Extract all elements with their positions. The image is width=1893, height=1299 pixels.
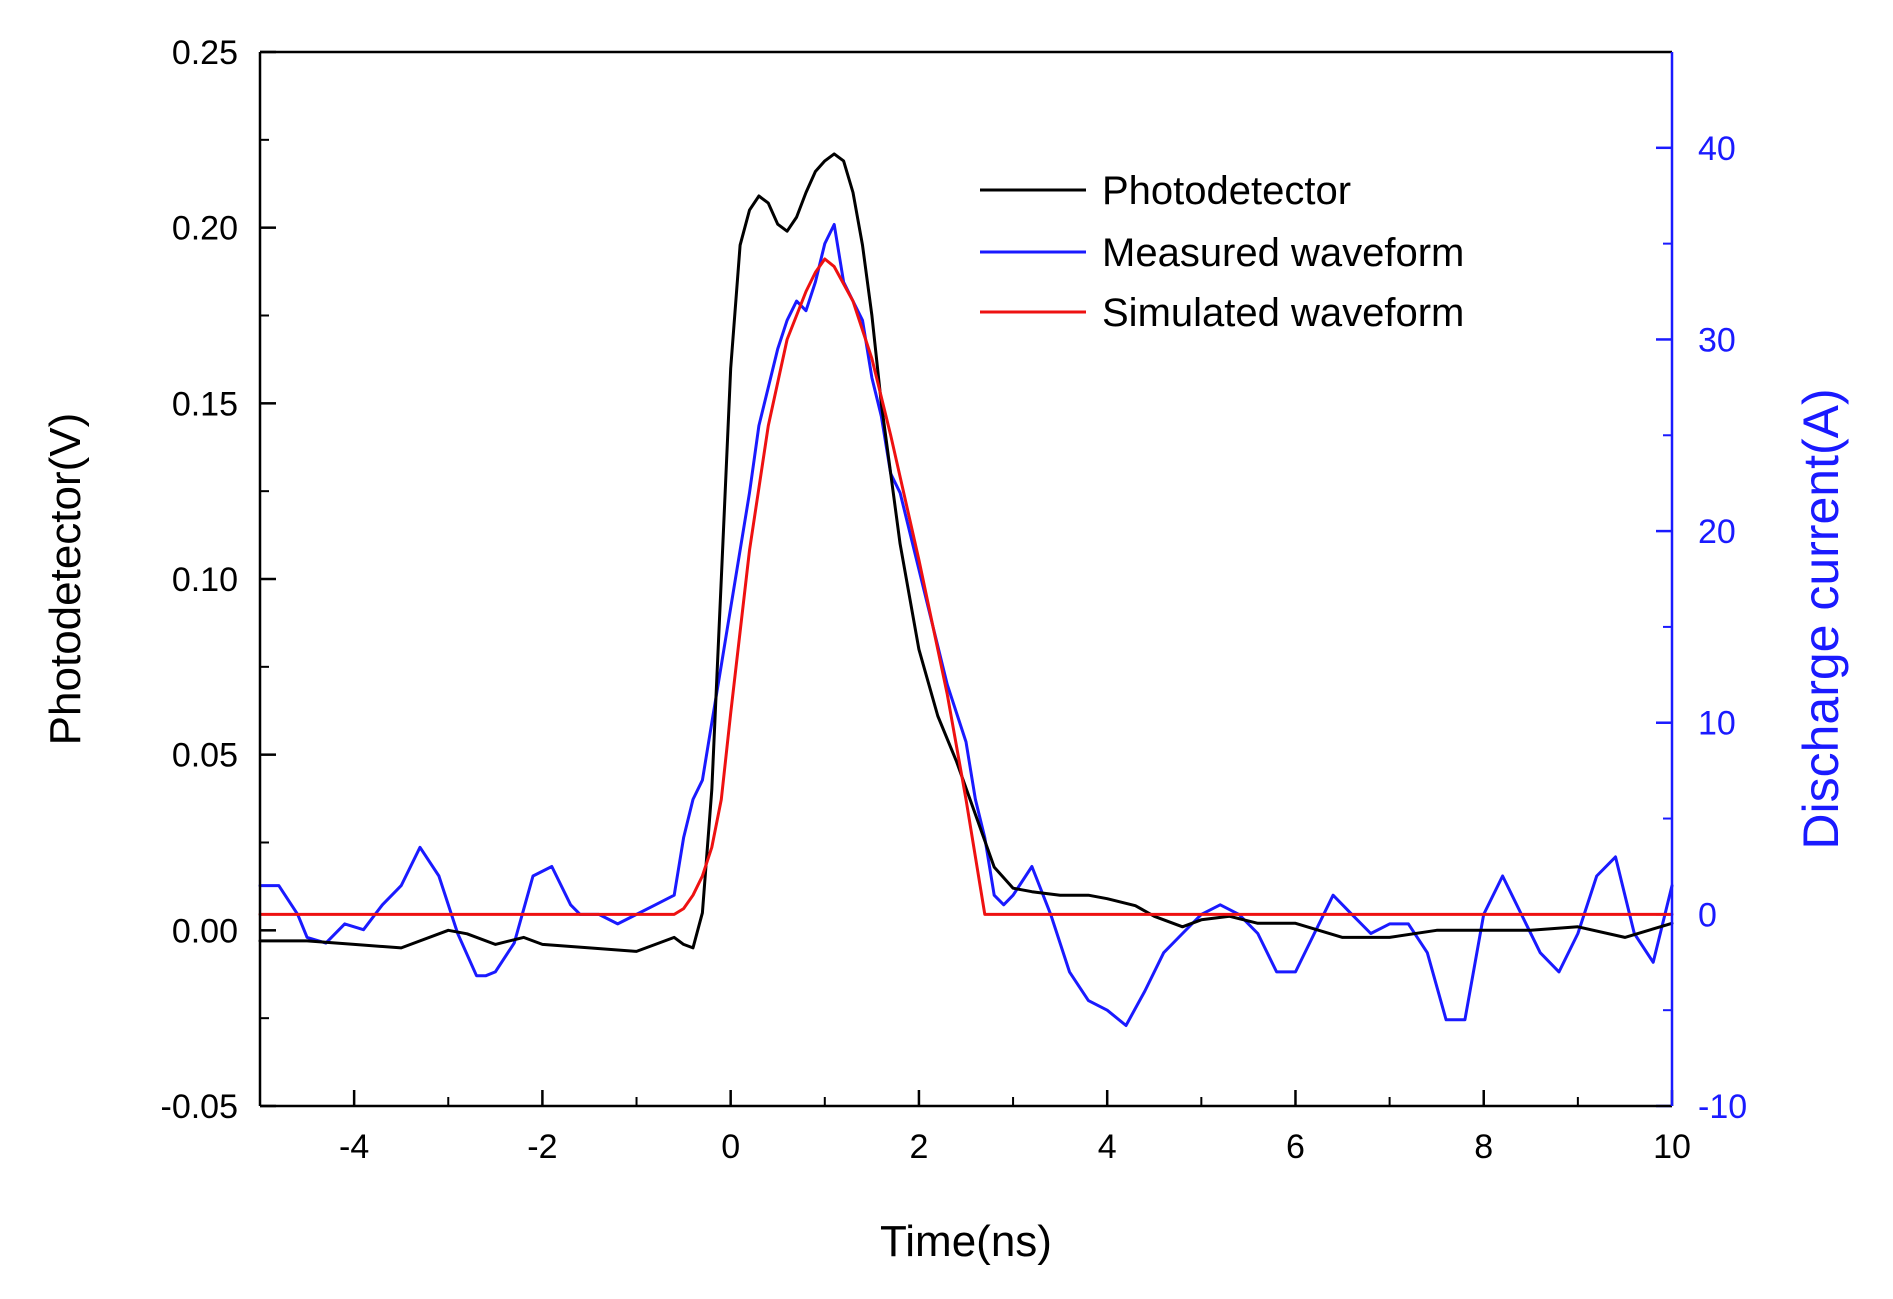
x-tick-label: 0: [721, 1128, 740, 1166]
right-y-tick-label: -10: [1698, 1088, 1747, 1126]
left-y-tick-label: 0.00: [172, 912, 238, 950]
right-axis-ticks: -10 0 10 20 30 40: [1656, 51, 1747, 1126]
right-y-tick-label: 40: [1698, 130, 1736, 168]
x-tick-label: 4: [1098, 1128, 1117, 1166]
left-y-tick-label: 0.25: [172, 34, 238, 72]
plot-frame: [258, 50, 1674, 1108]
x-tick-label: 6: [1286, 1128, 1305, 1166]
x-axis-title: Time(ns): [880, 1217, 1052, 1266]
x-tick-label: 8: [1474, 1128, 1493, 1166]
right-y-tick-label: 10: [1698, 705, 1736, 743]
right-y-tick-label: 20: [1698, 513, 1736, 551]
legend: Photodetector Measured waveform Simulate…: [980, 169, 1464, 335]
right-y-axis-title: Discharge current(A): [1793, 388, 1849, 849]
legend-label-photodetector: Photodetector: [1102, 169, 1351, 213]
left-y-tick-label: -0.05: [161, 1088, 239, 1126]
left-y-tick-label: 0.15: [172, 385, 238, 423]
left-y-tick-label: 0.20: [172, 210, 238, 248]
x-tick-label: 10: [1653, 1128, 1691, 1166]
x-tick-label: -4: [339, 1128, 369, 1166]
series-measured-waveform: [258, 223, 1674, 1027]
series-photodetector: [258, 152, 1674, 953]
right-y-tick-label: 30: [1698, 321, 1736, 359]
legend-label-simulated-waveform: Simulated waveform: [1102, 291, 1464, 335]
series-layer: [258, 152, 1674, 1027]
x-tick-label: 2: [909, 1128, 928, 1166]
left-y-tick-label: 0.05: [172, 737, 238, 775]
legend-label-measured-waveform: Measured waveform: [1102, 231, 1464, 275]
x-tick-label: -2: [527, 1128, 557, 1166]
left-y-axis-title: Photodetector(V): [41, 413, 90, 746]
series-simulated-waveform: [258, 257, 1674, 916]
x-axis-ticks: -4 -2 0 2 4 6 8 10: [259, 1090, 1691, 1166]
left-axis-ticks: -0.05 0.00 0.05 0.10 0.15 0.20 0.25: [161, 34, 276, 1126]
right-y-tick-label: 0: [1698, 896, 1717, 934]
left-y-tick-label: 0.10: [172, 561, 238, 599]
